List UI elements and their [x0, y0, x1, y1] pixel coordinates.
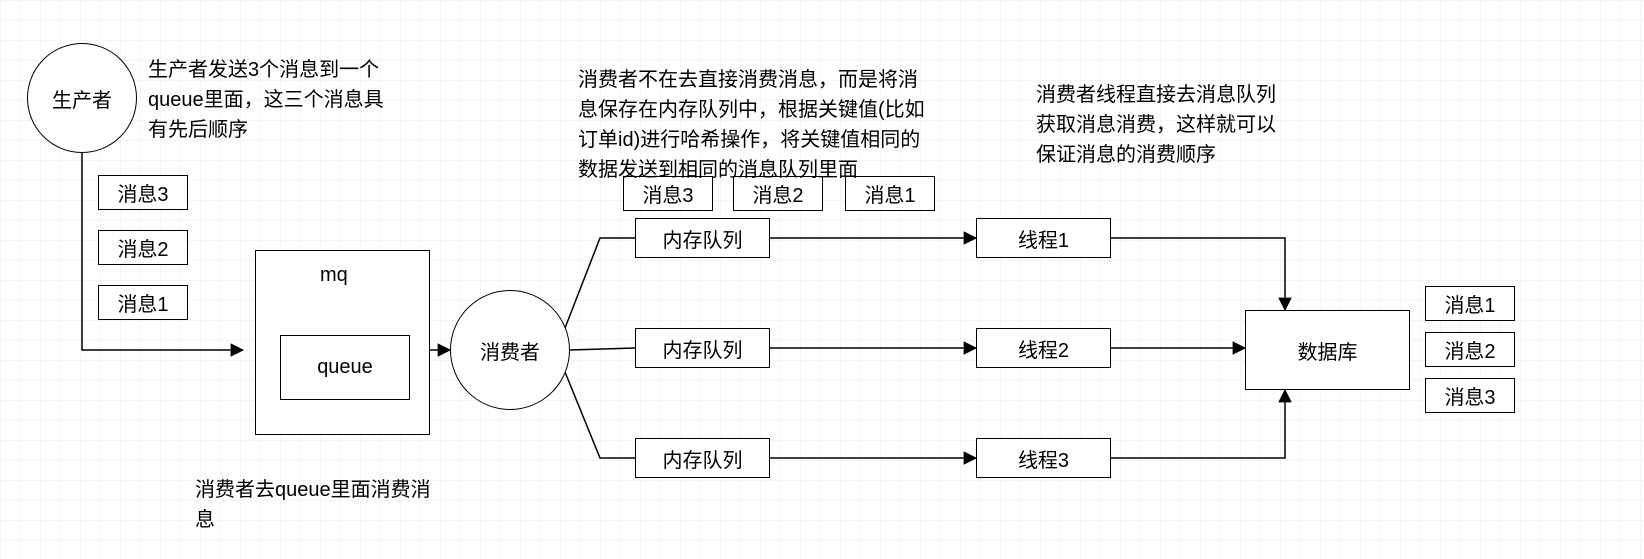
mq-title: mq [320, 260, 348, 290]
note2: 消费者不在去直接消费消息，而是将消 息保存在内存队列中，根据关键值(比如 订单i… [578, 65, 925, 185]
memq2: 内存队列 [635, 328, 770, 368]
msg1-a-label: 消息1 [117, 288, 168, 317]
thread3-label: 线程3 [1018, 444, 1069, 473]
consumer-label: 消费者 [480, 336, 540, 365]
db-label: 数据库 [1298, 336, 1358, 365]
msg3-c-label: 消息3 [1444, 381, 1495, 410]
msg1-c-label: 消息1 [1444, 289, 1495, 318]
queue-label: queue [317, 356, 373, 379]
memq1-label: 内存队列 [663, 224, 743, 253]
note3: 消费者线程直接去消息队列 获取消息消费，这样就可以 保证消息的消费顺序 [1036, 80, 1276, 170]
db-box: 数据库 [1245, 310, 1410, 390]
note4: 消费者去queue里面消费消 息 [195, 475, 431, 535]
producer-label: 生产者 [52, 84, 112, 113]
thread1-label: 线程1 [1018, 224, 1069, 253]
msg2-a: 消息2 [98, 230, 188, 265]
msg1-c: 消息1 [1425, 286, 1515, 321]
msg3-a: 消息3 [98, 175, 188, 210]
note1: 生产者发送3个消息到一个 queue里面，这三个消息具 有先后顺序 [148, 55, 384, 145]
msg1-a: 消息1 [98, 285, 188, 320]
queue-box: queue [280, 335, 410, 400]
thread2-label: 线程2 [1018, 334, 1069, 363]
msg2-a-label: 消息2 [117, 233, 168, 262]
memq3: 内存队列 [635, 438, 770, 478]
memq3-label: 内存队列 [663, 444, 743, 473]
msg3-a-label: 消息3 [117, 178, 168, 207]
thread3: 线程3 [976, 438, 1111, 478]
msg2-c: 消息2 [1425, 332, 1515, 367]
producer-node: 生产者 [27, 43, 137, 153]
consumer-node: 消费者 [450, 290, 570, 410]
thread1: 线程1 [976, 218, 1111, 258]
memq1: 内存队列 [635, 218, 770, 258]
memq2-label: 内存队列 [663, 334, 743, 363]
thread2: 线程2 [976, 328, 1111, 368]
msg2-c-label: 消息2 [1444, 335, 1495, 364]
msg3-c: 消息3 [1425, 378, 1515, 413]
